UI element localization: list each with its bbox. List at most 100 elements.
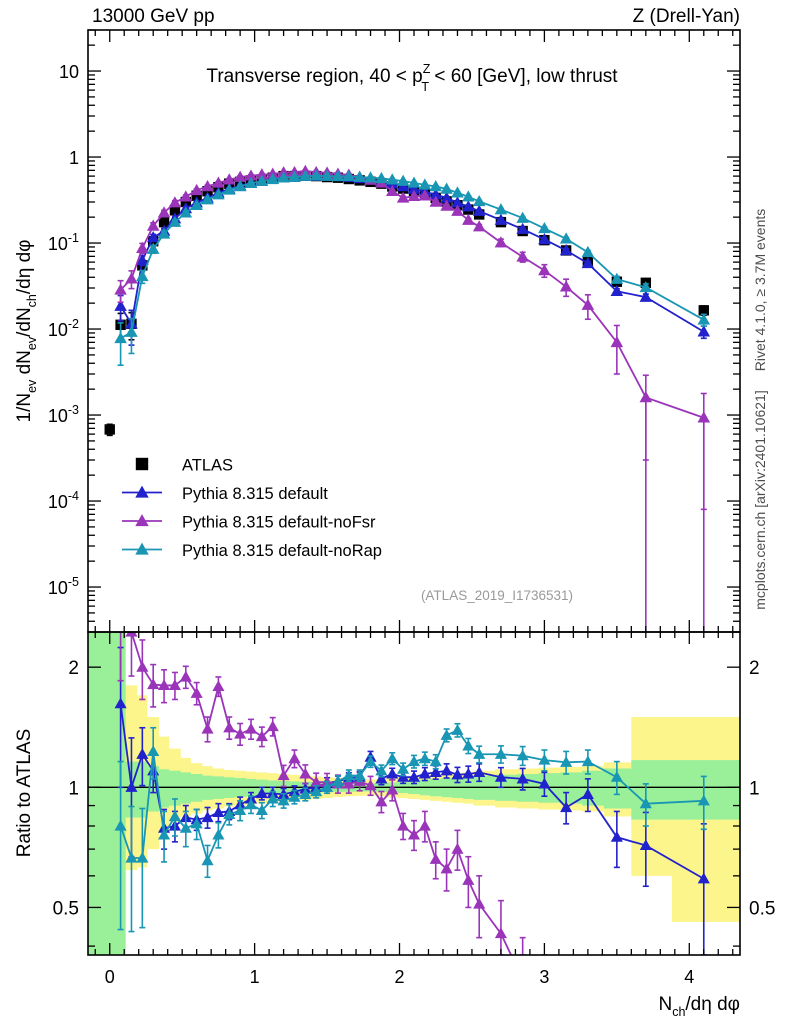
data-marker-triangle [255,787,268,799]
data-marker-square [135,457,149,471]
data-marker-triangle [581,788,594,799]
data-marker-triangle [451,724,464,735]
data-marker-triangle [494,213,508,225]
legend-label: Pythia 8.315 default-noRap [182,542,382,560]
data-marker-triangle [277,794,290,806]
data-marker-triangle [494,927,507,939]
data-marker-triangle [385,184,399,197]
ratio-uncertainty-bands [88,632,740,955]
data-marker-triangle [375,772,388,784]
data-marker-triangle [462,767,475,779]
data-marker-triangle [331,775,344,786]
data-marker-triangle [397,819,410,831]
data-marker-triangle [146,231,160,243]
ratio-y-tick-label-right: 0.5 [749,898,775,919]
data-marker-triangle [255,804,268,816]
data-marker-triangle [516,211,529,223]
data-marker-triangle [135,542,149,555]
legend-entry-2[interactable]: Pythia 8.315 default-noFsr [122,514,376,532]
y-tick-label: 10-4 [48,489,79,512]
data-marker-square [180,196,191,208]
ratio-panel-series [114,632,710,955]
data-marker-triangle [375,171,388,184]
data-marker-triangle [136,660,149,672]
labels: Transverse region, 40 < pZ T < 60 [GeV], … [14,62,768,1019]
x-tick-label: 2 [395,967,405,987]
legend-entry-0[interactable]: ATLAS [135,457,233,475]
data-marker-triangle [136,748,149,759]
data-marker-triangle [244,798,258,810]
data-marker-triangle [385,173,399,185]
data-marker-triangle [168,810,181,822]
data-marker-triangle [353,170,366,182]
data-marker-triangle [494,236,508,248]
data-marker-triangle [639,839,652,851]
data-marker-triangle [190,817,203,829]
data-marker-triangle [299,169,312,181]
data-marker-triangle [440,729,453,740]
header: 13000 GeV pp Z (Drell-Yan) [92,6,740,27]
data-marker-triangle [559,280,573,292]
data-marker-triangle [610,272,624,284]
data-marker-triangle [146,219,160,231]
data-marker-triangle [581,755,594,767]
data-marker-triangle [407,770,421,782]
data-marker-triangle [697,872,710,884]
data-marker-triangle [407,189,421,202]
data-marker-triangle [429,188,443,200]
y-tick-label: 10-2 [48,317,79,340]
data-marker-triangle [146,242,160,254]
data-marker-triangle [342,169,356,182]
ratio-y-tick-label: 0.5 [53,898,79,919]
x-axis-label: Nch/dη dφ [658,994,740,1019]
ratio-y-tick-label: 2 [68,658,79,679]
data-marker-triangle [179,821,192,833]
data-marker-triangle [125,632,138,637]
header-left-text: 13000 GeV pp [92,6,215,27]
data-marker-triangle [309,169,323,181]
data-marker-triangle [244,176,258,189]
data-marker-triangle [125,781,138,792]
legend-entry-3[interactable]: Pythia 8.315 default-noRap [122,542,382,560]
main-y-axis-label: 1/Nev dNev/dNch/dη dφ [14,240,39,423]
legend-label: Pythia 8.315 default-noFsr [182,514,376,532]
y-tick-label: 10-3 [48,403,79,426]
main-plot-title: Transverse region, 40 < pZ T < 60 [GeV], … [206,62,618,94]
ratio-panel-frame [87,631,741,956]
data-marker-triangle [190,687,203,698]
data-marker-triangle [135,485,149,498]
data-marker-triangle [451,204,464,216]
ratio-y-tick-label: 1 [68,778,79,799]
data-marker-triangle [440,191,453,203]
svg-text:10-5: 10-5 [48,575,79,598]
data-marker-triangle [407,755,421,767]
data-marker-triangle [277,171,290,183]
data-marker-triangle [233,180,247,192]
data-marker-triangle [462,874,475,885]
data-marker-triangle [125,272,138,284]
data-marker-triangle [114,283,127,295]
data-marker-triangle [212,680,225,691]
data-marker-triangle [581,256,595,269]
data-marker-triangle [560,801,573,813]
data-marker-triangle [233,170,247,182]
data-marker-triangle [364,779,377,791]
legend-entry-1[interactable]: Pythia 8.315 default [122,485,328,503]
data-marker-triangle [472,194,486,207]
x-tick-label: 4 [684,967,694,987]
data-marker-triangle [418,767,431,779]
data-marker-triangle [299,788,312,799]
data-marker-triangle [157,227,171,239]
data-marker-triangle [397,770,410,782]
data-marker-triangle [136,241,149,253]
series-0 [104,170,709,437]
data-marker-triangle [472,204,486,216]
y-tick-label: 10 [59,62,79,82]
data-marker-triangle [516,222,529,234]
svg-text:1/Nev dNev/dNch/dη dφ: 1/Nev dNev/dNch/dη dφ [14,240,39,423]
data-marker-triangle [516,749,529,761]
data-marker-triangle [375,764,388,776]
data-marker-triangle [462,739,475,751]
